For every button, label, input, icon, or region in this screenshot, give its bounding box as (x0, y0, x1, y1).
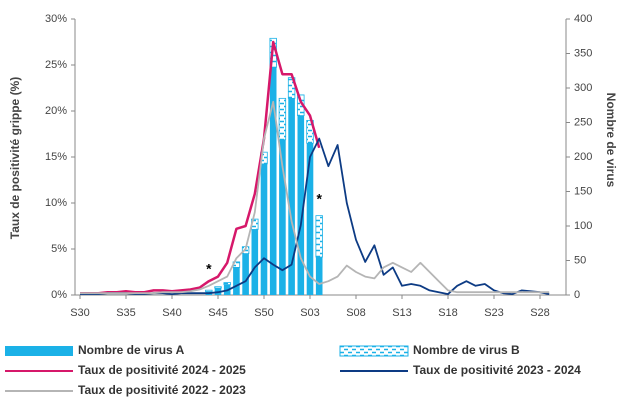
bar (297, 115, 305, 295)
x-tick-label: S40 (162, 307, 182, 319)
bar (233, 267, 240, 295)
x-tick-label: S23 (484, 307, 504, 319)
bar (315, 215, 323, 258)
x-tick-label: S13 (392, 307, 412, 319)
y2-tick-label: 400 (574, 13, 592, 25)
bar (242, 253, 249, 295)
bar (315, 257, 323, 295)
y2-tick-label: 200 (574, 151, 592, 163)
y-tick-label: 5% (51, 243, 67, 255)
annotation: * (206, 261, 212, 277)
x-tick-label: S18 (438, 307, 458, 319)
y2-tick-label: 50 (574, 254, 586, 266)
bar (288, 98, 295, 295)
legend-label: Taux de positivité 2023 - 2024 (413, 363, 581, 377)
bar (205, 289, 213, 292)
legend-swatch (339, 345, 409, 357)
x-tick-label: S35 (116, 307, 136, 319)
bar (223, 282, 231, 286)
annotation: * (316, 191, 322, 207)
legend-label: Taux de positivité 2022 - 2023 (78, 383, 246, 397)
y-tick-label: 20% (45, 105, 67, 117)
x-tick-label: S08 (346, 307, 366, 319)
y-tick-label: 15% (45, 151, 67, 163)
y2-tick-label: 150 (574, 185, 592, 197)
y-tick-label: 0% (51, 289, 67, 301)
x-tick-label: S45 (208, 307, 228, 319)
bar (251, 229, 259, 295)
line (80, 137, 550, 295)
y2-axis-title: Nombre de virus (604, 93, 618, 188)
y-axis-title: Taux de positivité grippe (%) (8, 77, 22, 239)
legend-label: Taux de positivité 2024 - 2025 (78, 363, 246, 377)
x-tick-label: S28 (530, 307, 550, 319)
x-tick-label: S30 (70, 307, 90, 319)
y2-tick-label: 0 (574, 289, 580, 301)
y2-tick-label: 250 (574, 116, 592, 128)
legend-swatch (5, 346, 73, 356)
y-tick-label: 25% (45, 59, 67, 71)
legend-label: Nombre de virus A (78, 343, 185, 357)
bar (306, 143, 314, 295)
y2-tick-label: 100 (574, 220, 592, 232)
bar (214, 286, 222, 289)
bar (278, 97, 287, 141)
line (80, 100, 550, 295)
y2-tick-label: 350 (574, 47, 592, 59)
bar (260, 163, 268, 295)
line (80, 40, 321, 295)
bar (269, 67, 277, 295)
bar (306, 120, 314, 144)
bar (279, 139, 286, 295)
legend-label: Nombre de virus B (413, 343, 520, 357)
y2-tick-label: 300 (574, 82, 592, 94)
y-tick-label: 10% (45, 197, 67, 209)
y-tick-label: 30% (45, 13, 67, 25)
x-tick-label: S50 (254, 307, 274, 319)
x-tick-label: S03 (300, 307, 320, 319)
